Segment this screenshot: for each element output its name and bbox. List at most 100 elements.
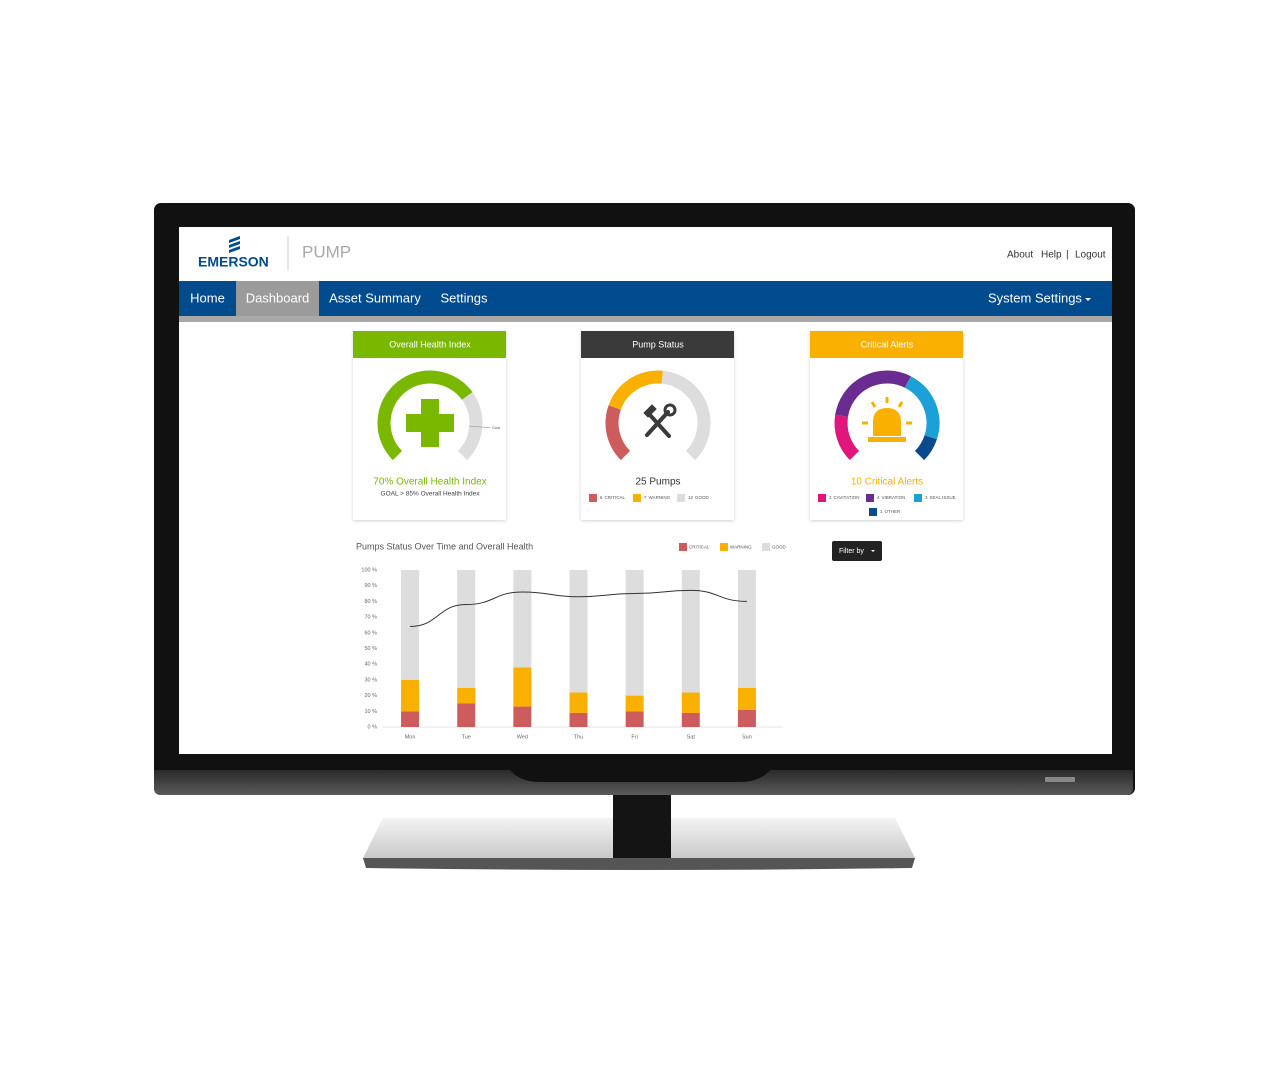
legend-swatch [869, 508, 877, 516]
legend-label: VIBRATION [882, 495, 906, 500]
bar-segment [737, 687, 756, 710]
bar-segment [401, 711, 420, 727]
card-title: Overall Health Index [389, 339, 471, 349]
gauge-segment [904, 376, 940, 440]
gauge-segment [914, 434, 937, 461]
nav-bar [179, 281, 1112, 316]
card-title: Critical Alerts [861, 339, 914, 349]
legend-swatch [589, 494, 597, 502]
link[interactable]: Help [1041, 250, 1062, 261]
legend-label: SEAL ISSUE [930, 495, 956, 500]
y-tick-label: 0 % [368, 724, 378, 730]
gauge-segment [834, 414, 860, 461]
legend-label: OTHER [885, 509, 902, 514]
legend-count: 6 [600, 495, 603, 500]
y-tick-label: 20 % [364, 693, 377, 699]
x-tick-label: Thu [574, 734, 583, 740]
app-name: PUMP [302, 242, 351, 261]
y-tick-label: 90 % [364, 583, 377, 589]
legend-swatch [762, 543, 770, 551]
legend-entry: 4 VIBRATION [877, 495, 905, 500]
bar-segment [681, 712, 700, 727]
nav-active [236, 281, 319, 316]
legend-label: CRITICAL [689, 545, 710, 550]
bar-segment [401, 570, 420, 680]
card-header [581, 331, 734, 358]
card-text: 25 Pumps [635, 477, 680, 488]
health-cross [406, 399, 454, 447]
bar-segment [569, 712, 588, 727]
gauge-segment [835, 370, 911, 418]
legend-label: CRITICAL [605, 495, 626, 500]
logo-mark [229, 236, 240, 253]
legend-entry: 12 GOOD [688, 495, 710, 500]
health-line [410, 589, 747, 628]
nav-item[interactable]: System Settings [988, 290, 1082, 305]
nav-item[interactable]: Settings [441, 290, 488, 305]
x-tick-label: Mon [405, 734, 416, 740]
link[interactable]: Logout [1075, 250, 1106, 261]
legend-label: GOOD [772, 545, 787, 550]
goal-marker [468, 425, 490, 429]
bar-segment [569, 570, 588, 693]
filter-label[interactable]: Filter by [839, 548, 864, 555]
stand-base [363, 818, 915, 858]
stand-edge [363, 858, 915, 870]
bar-segment [737, 570, 756, 688]
legend-swatch [866, 494, 874, 502]
gauge-value [377, 370, 473, 461]
card-title: Pump Status [632, 339, 684, 349]
bar-segment [569, 692, 588, 713]
bar-segment [625, 695, 644, 712]
nav: Home Dashboard Asset Summary Settings [190, 281, 488, 316]
legend-count: 12 [688, 495, 694, 500]
legend-label: GOOD [695, 495, 710, 500]
nav-item[interactable]: Asset Summary [329, 290, 421, 305]
y-tick-label: 10 % [364, 709, 377, 715]
monitor-chin [154, 770, 1133, 795]
legend-swatch [720, 543, 728, 551]
legend-count: 7 [644, 495, 647, 500]
legend-entry: 3 SEAL ISSUE [925, 495, 956, 500]
separator: | [1066, 250, 1069, 261]
bar-segment [625, 570, 644, 696]
legend-count: 1 [880, 509, 883, 514]
bar-segment [513, 706, 532, 727]
filter-button[interactable] [832, 541, 882, 561]
legend-swatch [914, 494, 922, 502]
gauge-segment [605, 405, 631, 461]
nav-item[interactable]: Dashboard [246, 290, 310, 305]
bar-segment [625, 711, 644, 727]
logo: EMERSON [198, 254, 269, 270]
bar-segment [681, 692, 700, 713]
caret [871, 550, 875, 552]
y-tick-label: 40 % [364, 662, 377, 668]
alarm-icon [862, 397, 912, 442]
bar-segment [457, 687, 476, 704]
legend-count: 2 [829, 495, 832, 500]
nav-item[interactable]: Home [190, 290, 225, 305]
gauge-segment [608, 370, 663, 410]
gauge-segment [661, 370, 711, 461]
y-tick-label: 100 % [361, 567, 377, 573]
legend-label: WARNING [649, 495, 671, 500]
card-header [353, 331, 506, 358]
bar-segment [681, 570, 700, 693]
nav-strip [179, 316, 1112, 322]
bar-segment [457, 703, 476, 727]
bar-segment [513, 667, 532, 707]
y-tick-label: 70 % [364, 615, 377, 621]
legend-entry: 6 CRITICAL [600, 495, 626, 500]
bar-segment [457, 570, 476, 688]
x-tick-label: Fri [631, 734, 637, 740]
link[interactable]: About [1007, 250, 1033, 261]
card-text: 70% Overall Health Index [373, 477, 486, 488]
legend-entry: 1 OTHER [880, 509, 901, 514]
x-tick-label: Tue [462, 734, 471, 740]
legend-swatch [633, 494, 641, 502]
card-text: 10 Critical Alerts [851, 477, 923, 488]
legend-count: 3 [925, 495, 928, 500]
bar-segment [513, 570, 532, 668]
legend-label: CAVITATION [834, 495, 860, 500]
legend-swatch [679, 543, 687, 551]
